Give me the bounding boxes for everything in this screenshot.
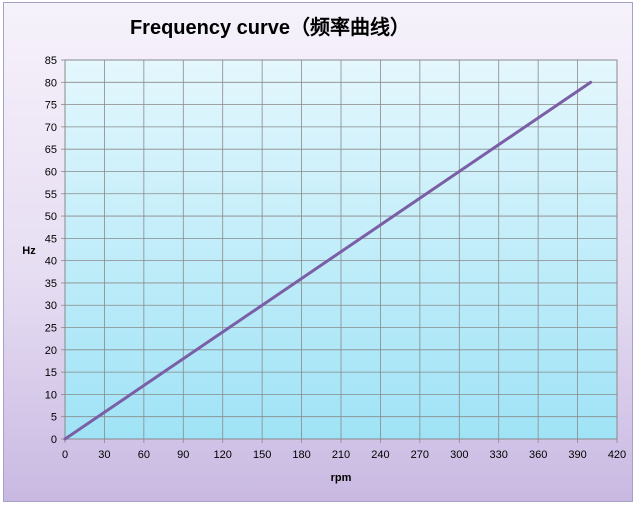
y-tick-label: 70 bbox=[45, 122, 57, 134]
y-tick-label: 65 bbox=[45, 144, 57, 156]
x-tick-label: 270 bbox=[411, 449, 429, 461]
x-tick-label: 420 bbox=[608, 449, 626, 461]
grid-lines bbox=[64, 59, 618, 440]
x-tick-label: 90 bbox=[177, 449, 189, 461]
y-tick-label: 45 bbox=[45, 233, 57, 245]
chart-title: Frequency curve（频率曲线） bbox=[130, 15, 410, 39]
x-tick-label: 150 bbox=[253, 449, 271, 461]
y-axis-title: Hz bbox=[22, 245, 36, 257]
x-tick-label: 0 bbox=[62, 449, 68, 461]
x-tick-label: 210 bbox=[332, 449, 350, 461]
x-tick-label: 240 bbox=[371, 449, 389, 461]
x-tick-label: 360 bbox=[529, 449, 547, 461]
series-layer bbox=[63, 80, 593, 441]
x-tick-label: 390 bbox=[568, 449, 586, 461]
y-tick-label: 85 bbox=[45, 55, 57, 67]
x-tick-label: 60 bbox=[138, 449, 150, 461]
x-tick-label: 120 bbox=[214, 449, 232, 461]
series-line bbox=[63, 80, 593, 441]
x-tick-label: 300 bbox=[450, 449, 468, 461]
x-tick-label: 30 bbox=[98, 449, 110, 461]
y-tick-label: 35 bbox=[45, 278, 57, 290]
y-tick-label: 10 bbox=[45, 389, 57, 401]
y-tick-label: 25 bbox=[45, 323, 57, 335]
y-tick-label: 50 bbox=[45, 211, 57, 223]
y-tick-label: 5 bbox=[51, 412, 57, 424]
axis-ticks: 0 30 60 90 120 150 180 210 240 270 300 330 360 390 420… bbox=[45, 55, 626, 461]
x-axis-title: rpm bbox=[331, 472, 352, 484]
x-tick-label: 180 bbox=[292, 449, 310, 461]
y-tick-label: 60 bbox=[45, 166, 57, 178]
y-tick-label: 40 bbox=[45, 256, 57, 268]
y-tick-label: 75 bbox=[45, 100, 57, 112]
y-tick-label: 0 bbox=[51, 434, 57, 446]
y-tick-label: 15 bbox=[45, 367, 57, 379]
y-tick-label: 80 bbox=[45, 77, 57, 89]
y-tick-label: 55 bbox=[45, 189, 57, 201]
x-tick-label: 330 bbox=[490, 449, 508, 461]
y-tick-label: 30 bbox=[45, 300, 57, 312]
y-tick-label: 20 bbox=[45, 345, 57, 357]
